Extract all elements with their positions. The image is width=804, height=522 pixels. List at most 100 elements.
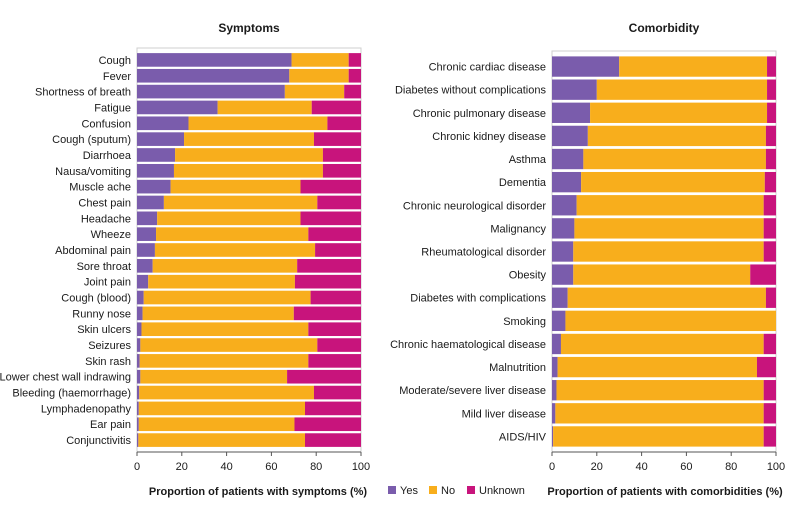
- symptoms-bar-bleeding-haemorrhage-yes: [137, 385, 140, 400]
- symptoms-category-label: Joint pain: [84, 277, 131, 289]
- symptoms-category-label: Shortness of breath: [35, 87, 131, 99]
- comorbidity-category-label: Malignancy: [490, 223, 546, 235]
- symptoms-category-label: Fatigue: [94, 102, 131, 114]
- symptoms-bar-fatigue-unknown: [311, 100, 361, 115]
- symptoms-bar-skin-ulcers-no: [141, 322, 309, 337]
- comorbidity-bar-diabetes-with-complications-unknown: [765, 287, 776, 308]
- symptoms-bar-skin-rash-yes: [137, 354, 140, 368]
- symptoms-bar-lower-chest-wall-indrawing-yes: [137, 369, 141, 384]
- symptoms-bar-wheeze-yes: [137, 227, 157, 241]
- symptoms-category-label: Wheeze: [91, 229, 131, 241]
- symptoms-x-axis-label: Proportion of patients with symptoms (%): [149, 486, 368, 498]
- symptoms-category-label: Muscle ache: [69, 182, 131, 194]
- symptoms-category-label: Nausa/vomiting: [55, 166, 131, 178]
- symptoms-bar-lower-chest-wall-indrawing-no: [140, 369, 288, 384]
- symptoms-bar-bleeding-haemorrhage-no: [139, 385, 314, 400]
- symptoms-bar-cough-blood-no: [143, 290, 311, 305]
- symptoms-bar-abdominal-pain-yes: [137, 243, 155, 257]
- symptoms-category-label: Abdominal pain: [55, 245, 131, 257]
- symptoms-bar-cough-sputum-yes: [137, 132, 185, 146]
- symptoms-bar-diarrhoea-yes: [137, 148, 176, 162]
- symptoms-bar-abdominal-pain-no: [154, 243, 316, 257]
- symptoms-bar-conjunctivitis-no: [138, 433, 305, 447]
- symptoms-bar-conjunctivitis-unknown: [305, 433, 361, 447]
- comorbidity-bar-asthma-no: [583, 148, 766, 170]
- symptoms-x-tick-label: 20: [176, 461, 188, 473]
- symptoms-bar-seizures-unknown: [317, 338, 361, 352]
- comorbidity-bar-chronic-haematological-disease-yes: [552, 333, 561, 355]
- symptoms-bar-lymphadenopathy-unknown: [305, 401, 361, 416]
- comorbidity-bar-obesity-yes: [552, 264, 574, 285]
- comorbidity-bar-smoking-yes: [552, 310, 566, 332]
- symptoms-bar-skin-rash-no: [139, 354, 309, 368]
- symptoms-bar-chest-pain-yes: [137, 195, 164, 210]
- symptoms-bar-ear-pain-no: [138, 417, 295, 432]
- comorbidity-bar-malnutrition-unknown: [756, 356, 776, 378]
- symptoms-bar-wheeze-no: [156, 227, 309, 241]
- comorbidity-x-tick-label: 0: [549, 461, 555, 473]
- comorbidity-bar-chronic-kidney-disease-unknown: [765, 125, 776, 147]
- comorbidity-bar-aids-hiv-yes: [552, 426, 554, 447]
- symptoms-bar-seizures-no: [140, 338, 318, 352]
- symptoms-bar-fever-yes: [137, 68, 290, 83]
- symptoms-bar-shortness-of-breath-yes: [137, 84, 285, 99]
- comorbidity-bar-chronic-cardiac-disease-unknown: [767, 56, 776, 77]
- symptoms-bar-chest-pain-unknown: [317, 195, 361, 210]
- comorbidity-bar-chronic-pulmonary-disease-no: [590, 102, 768, 123]
- symptoms-bar-skin-rash-unknown: [308, 354, 361, 368]
- symptoms-category-label: Cough (sputum): [52, 134, 131, 146]
- legend-label-no: No: [441, 485, 455, 497]
- symptoms-bar-skin-ulcers-unknown: [308, 322, 361, 337]
- symptoms-bar-nausa-vomiting-yes: [137, 163, 174, 178]
- comorbidity-category-label: Chronic haematological disease: [390, 339, 546, 351]
- comorbidity-x-tick-label: 40: [635, 461, 647, 473]
- symptoms-plot: Cough Fever Shortness of breath Fatigue Conf…: [0, 47, 370, 473]
- comorbidity-bar-malnutrition-yes: [552, 356, 558, 378]
- symptoms-category-label: Fever: [103, 71, 131, 83]
- symptoms-bar-confusion-no: [188, 116, 328, 131]
- symptoms-bar-ear-pain-unknown: [294, 417, 361, 432]
- symptoms-bar-cough-sputum-unknown: [313, 132, 361, 146]
- symptoms-x-tick-label: 0: [134, 461, 140, 473]
- symptoms-category-label: Lower chest wall indrawing: [0, 372, 131, 384]
- symptoms-bar-joint-pain-yes: [137, 274, 149, 289]
- comorbidity-bar-rheumatological-disorder-unknown: [763, 241, 776, 262]
- symptoms-bar-nausa-vomiting-unknown: [322, 163, 361, 178]
- legend-swatch-no: [429, 486, 437, 494]
- symptoms-category-label: Headache: [81, 213, 131, 225]
- comorbidity-bar-chronic-neurological-disorder-unknown: [763, 195, 776, 216]
- comorbidity-bar-chronic-haematological-disease-unknown: [763, 333, 776, 355]
- comorbidity-category-label: Moderate/severe liver disease: [399, 385, 546, 397]
- symptoms-bar-runny-nose-unknown: [293, 306, 361, 321]
- comorbidity-bar-mild-liver-disease-yes: [552, 403, 556, 424]
- symptoms-bar-cough-blood-yes: [137, 290, 144, 305]
- symptoms-bar-lower-chest-wall-indrawing-unknown: [287, 369, 361, 384]
- comorbidity-bar-dementia-yes: [552, 171, 582, 193]
- symptoms-bar-runny-nose-yes: [137, 306, 143, 321]
- symptoms-x-tick-label: 100: [352, 461, 370, 473]
- symptoms-panel-title: Symptoms: [218, 21, 280, 35]
- legend: Yes No Unknown: [388, 485, 525, 497]
- comorbidity-bar-mild-liver-disease-no: [555, 403, 764, 424]
- comorbidity-category-label: Diabetes with complications: [410, 293, 546, 305]
- comorbidity-x-tick-label: 60: [680, 461, 692, 473]
- comorbidity-bar-chronic-pulmonary-disease-yes: [552, 102, 591, 123]
- comorbidity-bar-chronic-haematological-disease-no: [560, 333, 764, 355]
- symptoms-bar-sore-throat-yes: [137, 259, 153, 273]
- symptoms-bar-fatigue-no: [217, 100, 312, 115]
- comorbidity-bar-chronic-pulmonary-disease-unknown: [767, 102, 776, 123]
- symptoms-bar-seizures-yes: [137, 338, 141, 352]
- comorbidity-bar-chronic-kidney-disease-yes: [552, 125, 588, 147]
- symptoms-x-tick-label: 80: [310, 461, 322, 473]
- symptoms-bar-confusion-unknown: [327, 116, 361, 131]
- legend-swatch-yes: [388, 486, 396, 494]
- comorbidity-category-label: Malnutrition: [489, 362, 546, 374]
- comorbidity-bar-chronic-cardiac-disease-yes: [552, 56, 620, 77]
- comorbidity-bar-chronic-cardiac-disease-no: [619, 56, 768, 77]
- symptoms-category-label: Ear pain: [90, 419, 131, 431]
- symptoms-bar-cough-no: [291, 53, 349, 67]
- comorbidity-category-label: Smoking: [503, 316, 546, 328]
- symptoms-bar-headache-unknown: [300, 211, 361, 226]
- symptoms-category-label: Bleeding (haemorrhage): [12, 388, 131, 400]
